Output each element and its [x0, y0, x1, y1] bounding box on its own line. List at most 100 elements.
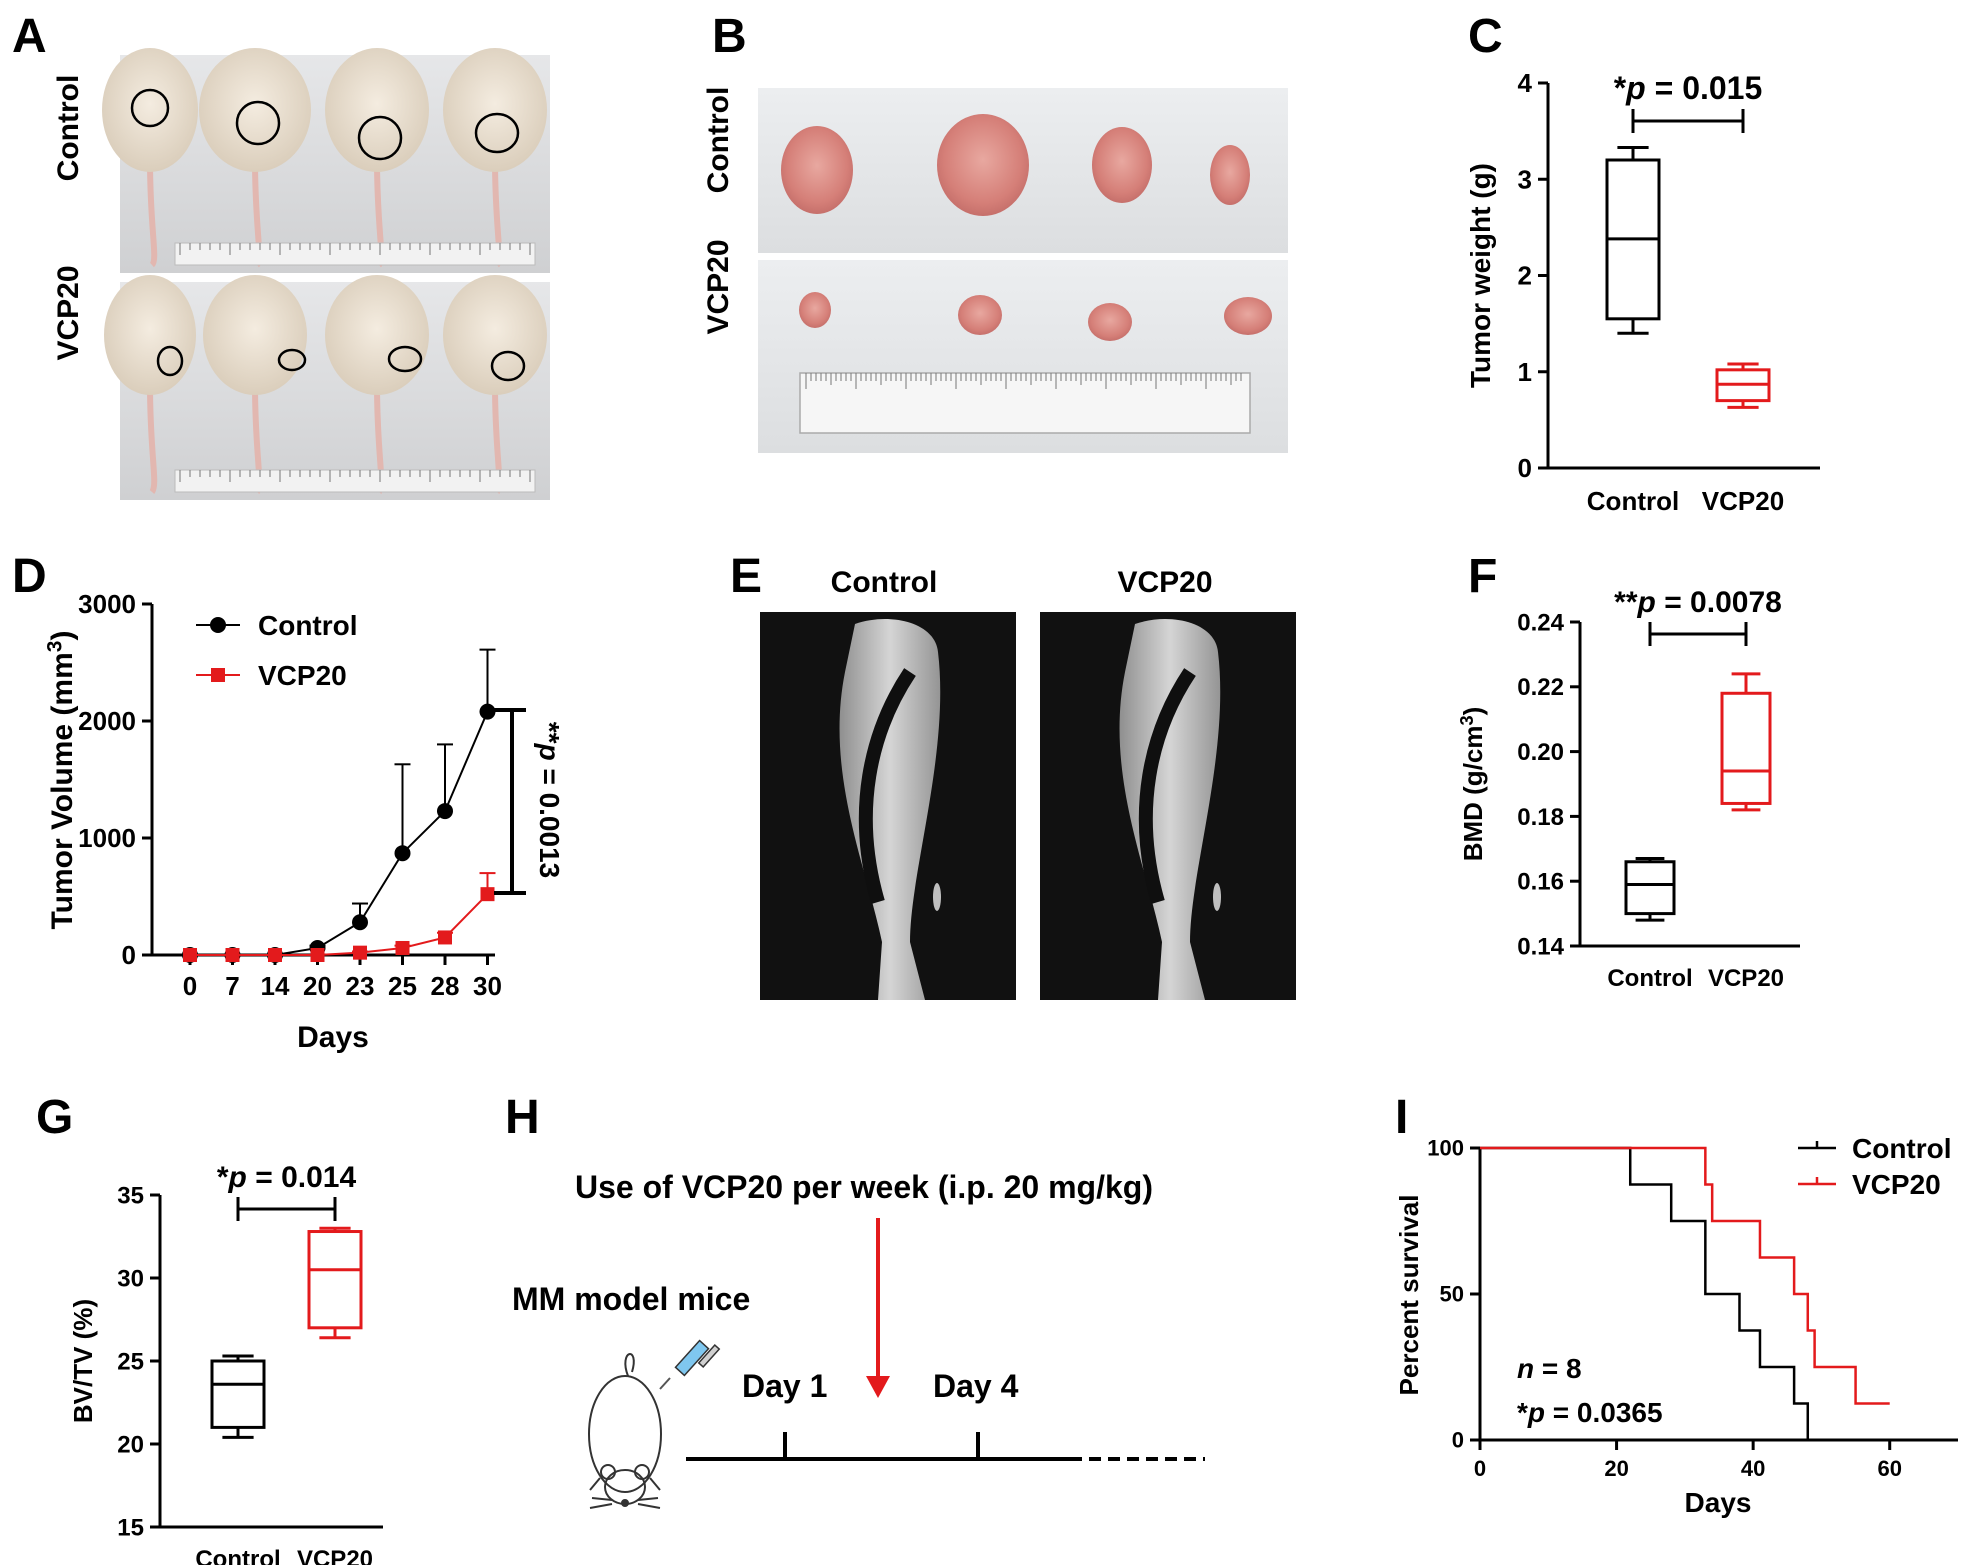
- box-vcp20: [307, 1226, 363, 1340]
- mouse-body: [199, 48, 311, 172]
- mouse-body: [325, 48, 429, 172]
- x-axis-label: Days: [297, 1021, 369, 1054]
- tumor-circle: [387, 345, 423, 373]
- box-control: [1624, 857, 1676, 922]
- box-control: [210, 1354, 266, 1439]
- mice-photo: [102, 48, 550, 500]
- y-axis-label: Tumor Volume (mm3): [44, 631, 80, 930]
- ruler: [174, 469, 536, 493]
- x-tick-label: 20: [1604, 1456, 1628, 1481]
- data-point: [479, 703, 496, 720]
- y-tick-label: 20: [117, 1431, 144, 1458]
- box-iqr: [307, 1230, 363, 1330]
- mouse-body: [325, 275, 429, 395]
- x-axis-label: Days: [1685, 1487, 1752, 1518]
- panel-a-letter: A: [12, 10, 47, 63]
- tumor-circle: [156, 345, 184, 377]
- panel-letter: I: [1395, 1091, 1408, 1144]
- data-point: [353, 945, 367, 960]
- data-point: [268, 948, 282, 962]
- tumor-circle: [235, 100, 281, 146]
- panel-b-row-control: Control: [702, 87, 735, 194]
- y-tick-label: 0: [1518, 453, 1532, 483]
- fibula-gap: [1138, 668, 1196, 904]
- x-tick-label: 40: [1741, 1456, 1765, 1481]
- mouse-tail: [147, 384, 158, 494]
- y-tick-label: 0.20: [1517, 739, 1564, 766]
- x-tick-label: VCP20: [297, 1546, 373, 1565]
- tumor-photo: [758, 88, 1288, 453]
- legend-marker: [211, 668, 225, 682]
- y-tick-label: 0.22: [1517, 674, 1564, 701]
- significance-label: **p = 0.0013: [534, 722, 565, 878]
- tumor-circle: [357, 115, 403, 161]
- treatment-title: Use of VCP20 per week (i.p. 20 mg/kg): [575, 1169, 1153, 1205]
- x-tick-label: 60: [1877, 1456, 1901, 1481]
- tumor: [937, 114, 1029, 216]
- panel-b-row-vcp20: VCP20: [702, 239, 735, 334]
- panel-h-letter: H: [505, 1091, 540, 1144]
- sample-size-label: n = 8: [1517, 1353, 1582, 1384]
- panel-e: E Control VCP20: [730, 550, 1296, 1000]
- data-point: [437, 803, 453, 820]
- data-point: [395, 940, 410, 955]
- significance-label: *p = 0.014: [217, 1161, 357, 1194]
- tumor-circle: [130, 88, 170, 128]
- ruler: [174, 242, 536, 266]
- tumor: [1092, 127, 1152, 203]
- box-iqr: [1720, 691, 1772, 805]
- tumor-circle: [277, 348, 307, 372]
- y-tick-label: 0.18: [1517, 804, 1564, 831]
- box-iqr: [210, 1359, 266, 1429]
- y-tick-label: 50: [1440, 1282, 1464, 1307]
- mouse-body: [443, 275, 547, 395]
- x-tick-label: 7: [225, 971, 239, 1001]
- panel-a-row-control: Control: [52, 75, 85, 182]
- x-tick-label: VCP20: [1702, 486, 1784, 516]
- panel-a-row-vcp20: VCP20: [52, 265, 85, 360]
- series-line: [190, 711, 489, 956]
- panel-f: F 0.14 0.16 0.18 0.20 0.22 0.24 BMD (g/cm3) Cont…: [1457, 550, 1800, 992]
- tumor-circle: [474, 112, 520, 154]
- panel-b-letter: B: [712, 10, 747, 63]
- panel-e-letter: E: [730, 550, 762, 603]
- panel-letter: C: [1468, 10, 1503, 63]
- panel-c: C 0 1 2 3 4 Tumor weight (g) Control VCP20 *p = 0…: [1465, 10, 1820, 516]
- tumor-circle: [490, 350, 526, 382]
- panel-h: H Use of VCP20 per week (i.p. 20 mg/kg) …: [505, 1091, 1205, 1509]
- syringe-icon: [659, 1339, 721, 1390]
- panel-b: B Control VCP20: [702, 10, 1288, 453]
- data-point: [310, 948, 325, 962]
- y-tick-label: 0.14: [1517, 933, 1564, 960]
- y-tick-label: 3: [1518, 164, 1532, 194]
- y-tick-label: 30: [117, 1265, 144, 1292]
- tibia: [839, 619, 941, 1000]
- mouse-tail: [147, 159, 158, 268]
- legend-label: VCP20: [258, 660, 347, 691]
- treatment-arrow-head: [866, 1376, 890, 1398]
- y-axis-label: Tumor weight (g): [1465, 163, 1496, 388]
- box-vcp20: [1720, 672, 1772, 812]
- x-tick-label: 28: [431, 971, 460, 1001]
- bone-fragment: [1213, 883, 1221, 911]
- box-vcp20: [1715, 362, 1771, 409]
- y-axis-label: Percent survival: [1394, 1195, 1424, 1396]
- x-tick-label: Control: [1587, 486, 1679, 516]
- data-point: [394, 845, 411, 862]
- legend: Control VCP20: [196, 610, 358, 691]
- panel-e-col-control: Control: [831, 566, 938, 599]
- x-tick-label: VCP20: [1708, 965, 1784, 992]
- y-tick-label: 25: [117, 1348, 144, 1375]
- tumor: [781, 126, 853, 214]
- y-tick-label: 35: [117, 1182, 144, 1209]
- series-line: [190, 893, 489, 956]
- legend-label: Control: [258, 610, 358, 641]
- mouse-body: [203, 275, 307, 395]
- y-tick-label: 1: [1518, 357, 1532, 387]
- panel-a: A Control VCP20: [12, 10, 550, 500]
- x-tick-label: 0: [183, 971, 197, 1001]
- significance-label: *p = 0.015: [1614, 70, 1763, 106]
- box-control: [1605, 145, 1661, 335]
